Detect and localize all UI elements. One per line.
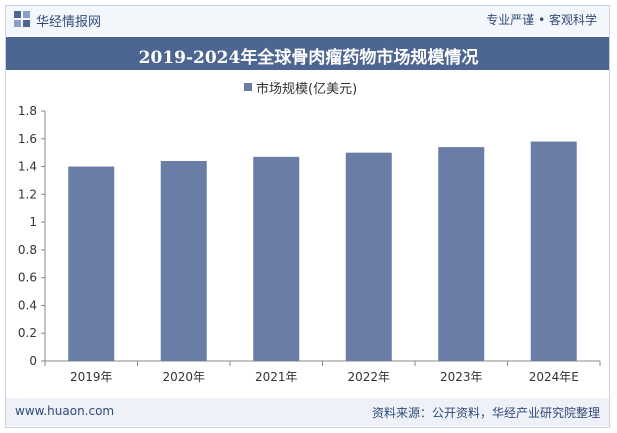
x-tick-label: 2021年 <box>255 370 298 384</box>
bar <box>68 166 115 361</box>
y-tick-label: 1 <box>29 215 37 229</box>
y-tick-label: 1.8 <box>18 104 37 118</box>
footer-source: 资料来源：公开资料，华经产业研究院整理 <box>371 406 600 420</box>
y-tick-label: 1.4 <box>18 160 37 174</box>
title-bar <box>6 37 609 70</box>
top-bar <box>6 6 609 36</box>
bar <box>253 156 300 361</box>
legend-label: 市场规模(亿美元) <box>256 82 358 97</box>
y-tick-label: 0.8 <box>18 243 37 257</box>
legend-swatch <box>244 83 252 91</box>
footer-bar <box>6 398 609 426</box>
y-tick-label: 0 <box>29 354 37 368</box>
huajing-logo-icon <box>14 11 30 27</box>
bar <box>530 141 577 361</box>
x-tick-label: 2020年 <box>162 370 205 384</box>
chart-title: 2019-2024年全球骨肉瘤药物市场规模情况 <box>138 48 479 68</box>
y-tick-label: 0.4 <box>18 298 37 312</box>
y-tick-label: 1.6 <box>18 132 37 146</box>
bar <box>438 147 485 361</box>
bar <box>160 161 207 361</box>
y-tick-label: 0.2 <box>18 326 37 340</box>
x-tick-label: 2022年 <box>347 370 390 384</box>
y-tick-label: 1.2 <box>18 187 37 201</box>
x-tick-label: 2024年E <box>529 370 579 384</box>
brand-name: 华经情报网 <box>36 15 102 30</box>
slogan: 专业严谨 • 客观科学 <box>486 13 597 27</box>
bar <box>345 152 392 361</box>
x-tick-label: 2019年 <box>70 370 113 384</box>
x-tick-label: 2023年 <box>440 370 483 384</box>
y-tick-label: 0.6 <box>18 271 37 285</box>
footer-website: www.huaon.com <box>15 404 115 418</box>
